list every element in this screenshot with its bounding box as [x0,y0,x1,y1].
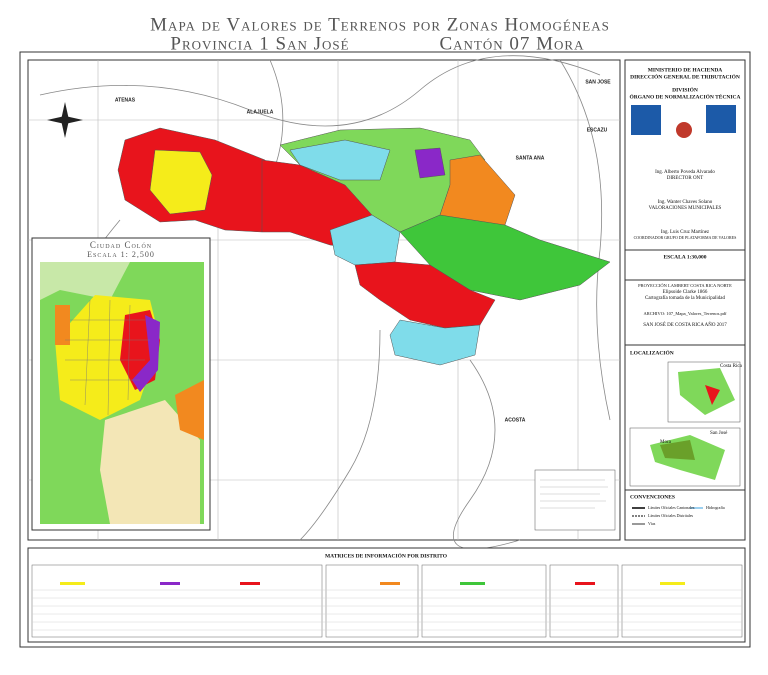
source: Cartografía tomada de la Municipalidad [645,296,725,301]
signer-name: Ing. Wanter Chaves Solano [658,200,713,205]
map-label: SANTA ANA [516,155,545,161]
projection: PROYECCIÓN LAMBERT COSTA RICA NORTE [638,283,732,288]
map-label: ACOSTA [505,417,526,423]
canton-label: Mora [660,440,672,445]
organ: ÓRGANO DE NORMALIZACIÓN TÉCNICA [630,92,741,100]
signer-role: COORDINADOR GRUPO DE PLATAFORMA DE VALOR… [634,235,737,240]
map-label: ALAJUELA [247,109,274,115]
inset-map [31,237,211,531]
inset-scale: Escala 1: 2,500 [87,250,155,259]
legend-entry: Hidrografía [706,505,725,510]
legend-entry: Vías [648,521,656,526]
division: DIVISIÓN [672,85,698,93]
province-label: San José [710,431,728,436]
legend-entry: Límites Oficiales Distritales [648,513,694,518]
signer-name: Ing. Alberto Poveda Alvarado [655,170,715,175]
inset-title: Ciudad Colón [90,240,152,250]
map-label: ATENAS [115,97,136,103]
signer-role: VALORACIONES MUNICIPALES [649,206,722,211]
direction: DIRECCIÓN GENERAL DE TRIBUTACIÓN [630,72,740,80]
sheet-border [19,51,751,648]
canton: Cantón 07 Mora [439,33,584,54]
info-panel [624,59,746,541]
conventions: CONVENCIONES [630,494,675,500]
matrices-title: MATRICES DE INFORMACIÓN POR DISTRITO [325,551,448,559]
location: LOCALIZACIÓN [630,348,674,356]
ellipsoid: Elipsoide Clarke 1866 [663,290,708,295]
place: SAN JOSÉ DE COSTA RICA AÑO 2017 [643,322,727,328]
signer-name: Ing. Luis Cruz Martínez [661,230,710,235]
signer-role: DIRECTOR ONT [667,176,703,181]
scale: ESCALA 1:30,000 [663,254,706,260]
province: Provincia 1 San José [170,33,349,54]
map-label: SAN JOSE [585,79,611,85]
map-label: ESCAZU [587,127,608,133]
ministry: MINISTERIO DE HACIENDA [648,67,723,73]
legend-entry: Límites Oficiales Cantonales [648,505,695,510]
title: Mapa de Valores de Terrenos por Zonas Ho… [150,14,610,35]
country: Costa Rica [720,364,743,369]
district-matrices [27,547,746,643]
compass [47,102,83,138]
file: ARCHIVO: 107_Mapa_Valores_Terrenos.pdf [644,311,727,316]
